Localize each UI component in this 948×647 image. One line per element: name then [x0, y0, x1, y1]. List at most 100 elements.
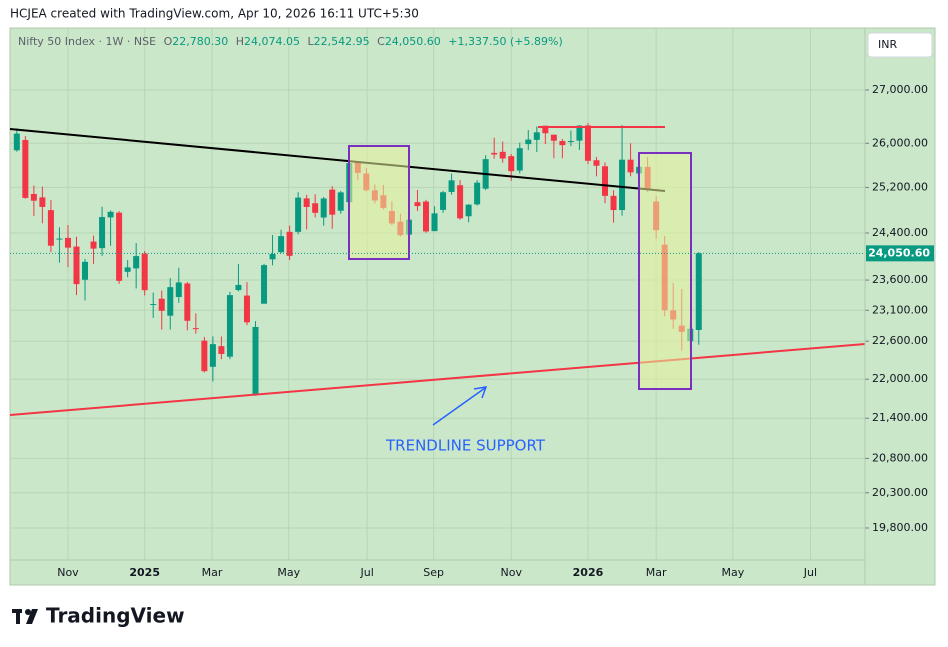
y-tick-label: 19,800.00 [872, 521, 928, 534]
candle-body [422, 201, 429, 232]
candle-body [619, 159, 626, 211]
legend-value: 24,074.05 [244, 35, 300, 48]
logo: TradingView [12, 604, 185, 628]
legend-key: L [308, 35, 315, 48]
candle-body [550, 134, 557, 141]
candle-body [491, 152, 498, 155]
candle-body [627, 159, 634, 173]
candle-body [116, 212, 123, 281]
candle-body [64, 237, 71, 248]
x-tick-label: Mar [646, 566, 667, 579]
x-tick-label: Nov [57, 566, 79, 579]
candle-body [567, 141, 574, 143]
y-tick-label: 26,000.00 [872, 136, 928, 149]
candle-body [209, 344, 216, 367]
y-tick-label: 22,600.00 [872, 334, 928, 347]
candle-body [542, 125, 549, 134]
candle-body [235, 284, 242, 291]
candle-body [474, 182, 481, 205]
candle-body [278, 236, 285, 253]
candle-body [56, 238, 63, 240]
candle-body [525, 139, 532, 145]
currency-button[interactable] [867, 32, 933, 58]
x-tick-label: Sep [423, 566, 444, 579]
legend-value: 24,050.60 [385, 35, 441, 48]
currency-label[interactable]: INR [878, 38, 897, 51]
candle-body [13, 133, 20, 151]
candle-body [175, 282, 182, 297]
support-trendline [9, 343, 866, 416]
candle-body [107, 211, 114, 218]
y-tick-label: 24,400.00 [872, 226, 928, 239]
x-tick-label: Jul [360, 566, 374, 579]
x-tick-label: Jul [803, 566, 817, 579]
last-price-tag [866, 245, 934, 262]
candle-body [610, 195, 617, 211]
y-tick-label: 21,400.00 [872, 411, 928, 424]
candle-body [141, 253, 148, 291]
last-price: 24,050.60 [10, 245, 934, 262]
chart-pane [9, 27, 936, 586]
legend-key: O [164, 35, 173, 48]
candle-body [431, 213, 438, 232]
candle-body [47, 210, 54, 246]
candle-body [533, 132, 540, 140]
candle-body [192, 328, 199, 330]
arrow-head [473, 386, 488, 399]
candle-body [167, 287, 174, 316]
grid: 27,000.00 26,000.00 25,200.00 24,400.00 23,6… [10, 28, 928, 579]
y-tick-label: 20,800.00 [872, 451, 928, 464]
x-tick-label: May [277, 566, 300, 579]
y-tick-label: 22,000.00 [872, 372, 928, 385]
candle-body [576, 125, 583, 141]
legend-symbol: Nifty 50 Index · 1W · NSE [18, 35, 156, 48]
candle-body [150, 304, 157, 306]
candle-body [218, 346, 225, 354]
candle-body [593, 160, 600, 166]
legend-value: 22,542.95 [314, 35, 370, 48]
x-tick-label: May [721, 566, 744, 579]
y-tick-label: 23,600.00 [872, 273, 928, 286]
logo-mark [16, 609, 20, 624]
header: HCJEA created with TradingView.com, Apr … [10, 7, 419, 21]
candle-body [465, 204, 472, 217]
logo-text: TradingView [46, 604, 185, 628]
candle-body [286, 231, 293, 256]
candle-body [320, 198, 327, 218]
resistance-trendline [9, 128, 666, 192]
legend: Nifty 50 Index · 1W · NSE O22,780.30 H24… [18, 35, 563, 48]
candle-body [440, 192, 447, 210]
candle-body [39, 197, 46, 207]
highlight-box [348, 145, 410, 260]
candle-body [329, 189, 336, 215]
legend-key: H [236, 35, 244, 48]
y-tick-label: 23,100.00 [872, 303, 928, 316]
candle-body [695, 253, 702, 330]
candle-body [30, 193, 37, 201]
candle-body [303, 198, 310, 208]
candle-body [252, 326, 259, 395]
candle-body [184, 283, 191, 321]
candle-body [559, 141, 566, 146]
y-tick-label: 25,200.00 [872, 180, 928, 193]
legend-change: +1,337.50 (+5.89%) [448, 35, 562, 48]
legend-key: C [377, 35, 385, 48]
candle-body [602, 166, 609, 196]
candle-body [295, 197, 302, 232]
candle-body [269, 254, 276, 260]
candle-body [337, 192, 344, 211]
candle-body [201, 340, 208, 372]
candle-body [448, 180, 455, 192]
candle-body [312, 203, 319, 213]
candle-body [22, 139, 29, 198]
candle-body [124, 267, 131, 272]
candle-body [508, 156, 515, 172]
legend-value: 22,780.30 [172, 35, 228, 48]
candle-body [133, 256, 140, 269]
candle-body [499, 151, 506, 159]
candle-body [226, 295, 233, 357]
candle-body [73, 246, 80, 285]
y-tick-label: 27,000.00 [872, 83, 928, 96]
candle-body [414, 202, 421, 207]
candle-body [158, 298, 165, 311]
